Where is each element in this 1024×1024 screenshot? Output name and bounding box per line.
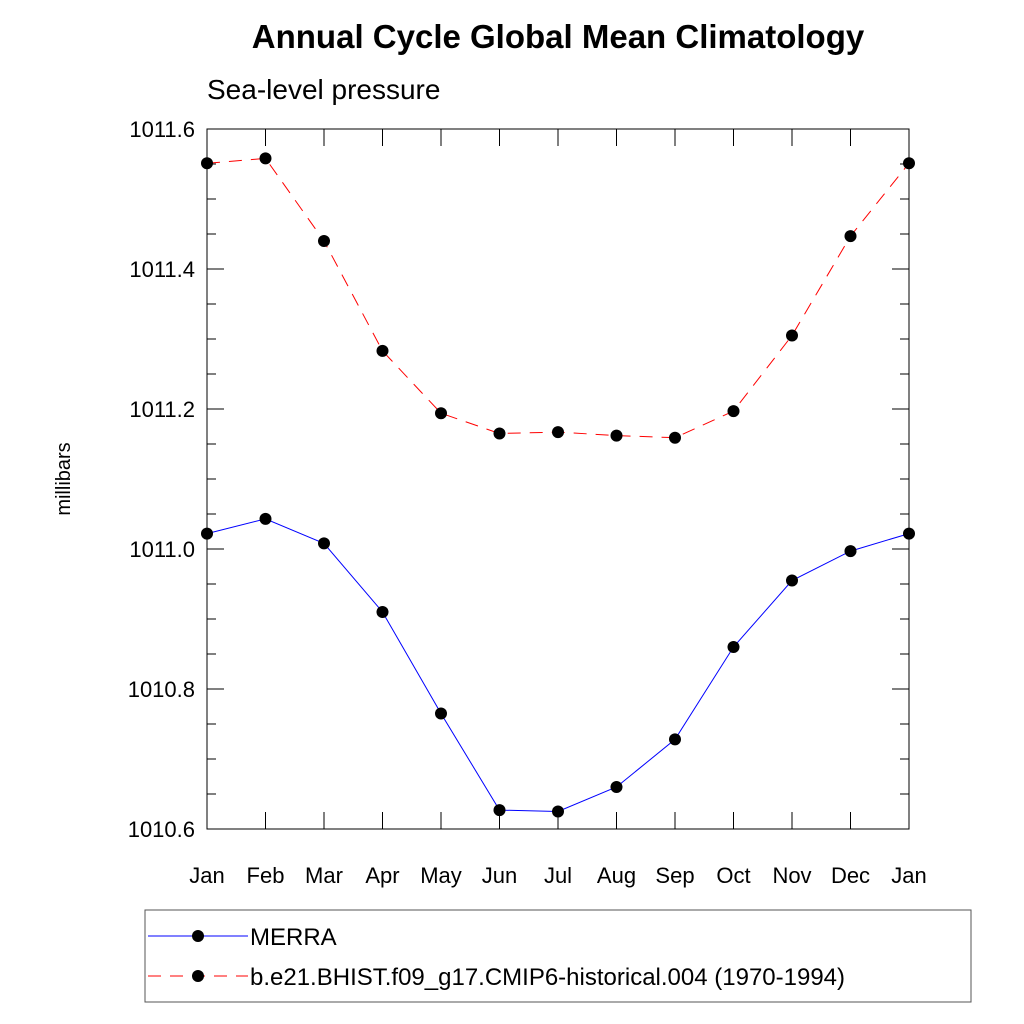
series-0-point [552,805,564,818]
y-tick-label: 1011.2 [129,397,195,422]
series-line-1 [206,157,910,439]
y-tick-label: 1010.6 [128,817,195,842]
series-1-point [610,429,623,442]
series-line-0 [206,518,910,813]
y-axis-ticks: 1010.6 1010.8 1011.0 1011.2 1011.4 1011.6 [128,117,909,842]
series-layer [201,152,915,818]
y-axis-label: millibars [53,442,75,515]
series-0-point [727,641,740,653]
x-tick-label: Feb [247,863,285,888]
series-0-point [903,527,915,540]
series-0-point [610,781,623,793]
series-0-point [435,707,447,720]
series-0-point [259,512,272,525]
x-tick-label: Jan [189,863,224,888]
series-0-point [493,804,506,817]
legend-marker-merra [192,930,204,942]
series-1-point [903,157,915,170]
series-1-point [669,431,681,444]
series-0-point [669,733,681,746]
x-tick-label: May [420,863,462,888]
x-tick-label: Jul [544,863,572,888]
x-tick-label: Dec [831,863,870,888]
series-0-point [786,574,798,587]
legend: MERRA b.e21.BHIST.f09_g17.CMIP6-historic… [144,909,972,1003]
chart-title: Annual Cycle Global Mean Climatology [252,18,865,55]
series-1-point [318,235,330,247]
x-tick-label: Oct [716,863,750,888]
series-1-point [552,426,564,439]
x-tick-label: Apr [365,863,399,888]
legend-label-cmip6: b.e21.BHIST.f09_g17.CMIP6-historical.004… [250,964,845,991]
series-1-point [844,230,857,243]
x-tick-label: Sep [655,863,694,888]
x-tick-label: Jun [482,863,517,888]
series-1-point [259,152,272,165]
series-1-point [727,405,740,418]
chart-subtitle: Sea-level pressure [207,74,440,105]
plot-frame [206,128,910,830]
x-tick-label: Aug [597,863,636,888]
series-1-point [376,344,389,357]
x-tick-label: Jan [891,863,926,888]
y-tick-label: 1011.6 [129,117,195,142]
legend-label-merra: MERRA [250,924,337,951]
series-0-point [318,537,330,550]
series-1-point [435,407,447,420]
x-axis-ticks: Jan Feb Mar Apr May Jun Jul Aug Sep Oct Nov Dec Jan [189,129,927,888]
x-tick-label: Mar [305,863,343,888]
series-1-point [201,157,213,170]
y-tick-label: 1011.4 [129,257,195,282]
y-tick-label: 1010.8 [128,677,195,702]
y-tick-label: 1011.0 [129,537,195,562]
x-tick-label: Nov [772,863,811,888]
series-1-point [786,329,798,342]
series-0-point [201,527,213,540]
series-0-point [844,545,857,558]
series-0-point [376,606,389,618]
legend-marker-cmip6 [192,970,204,982]
series-1-point [493,427,506,440]
legend-box [144,909,972,1003]
